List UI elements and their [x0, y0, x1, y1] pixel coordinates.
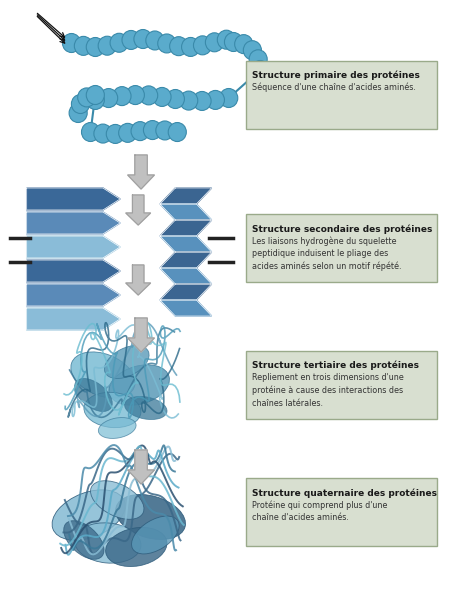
Circle shape	[251, 60, 269, 80]
Circle shape	[94, 124, 112, 143]
Circle shape	[100, 89, 118, 107]
Circle shape	[72, 95, 90, 113]
Circle shape	[168, 122, 186, 142]
Circle shape	[134, 30, 152, 48]
Circle shape	[219, 89, 238, 107]
Polygon shape	[160, 268, 211, 284]
FancyBboxPatch shape	[246, 61, 437, 129]
Text: Structure quaternaire des protéines: Structure quaternaire des protéines	[252, 488, 437, 497]
Ellipse shape	[91, 481, 144, 519]
Polygon shape	[27, 212, 120, 234]
Ellipse shape	[74, 379, 112, 411]
Polygon shape	[160, 188, 211, 204]
Circle shape	[156, 121, 174, 140]
Polygon shape	[27, 308, 120, 330]
Ellipse shape	[84, 393, 141, 428]
FancyBboxPatch shape	[246, 478, 437, 546]
Polygon shape	[27, 260, 120, 282]
Circle shape	[82, 122, 100, 142]
Polygon shape	[160, 220, 211, 236]
Circle shape	[243, 40, 262, 60]
Polygon shape	[160, 204, 211, 220]
Text: Repliement en trois dimensions d'une
protéine à cause des interactions des
chaîn: Repliement en trois dimensions d'une pro…	[252, 373, 403, 408]
Text: Structure primaire des protéines: Structure primaire des protéines	[252, 71, 419, 80]
Circle shape	[106, 124, 124, 144]
Circle shape	[206, 90, 225, 109]
Circle shape	[140, 86, 158, 105]
Circle shape	[235, 34, 253, 54]
Ellipse shape	[64, 520, 104, 560]
FancyBboxPatch shape	[246, 214, 437, 282]
Polygon shape	[128, 318, 155, 352]
Ellipse shape	[116, 494, 185, 540]
Circle shape	[166, 89, 184, 109]
Circle shape	[78, 88, 96, 107]
Circle shape	[193, 92, 211, 110]
Circle shape	[170, 37, 188, 55]
Polygon shape	[27, 236, 120, 258]
Ellipse shape	[125, 397, 167, 420]
Circle shape	[193, 36, 211, 55]
Ellipse shape	[106, 528, 167, 567]
Polygon shape	[126, 265, 151, 295]
Circle shape	[74, 36, 92, 55]
Polygon shape	[128, 450, 155, 484]
Circle shape	[86, 37, 104, 57]
Circle shape	[249, 50, 267, 69]
Circle shape	[158, 34, 176, 53]
Text: Séquence d'une chaîne d'acides aminés.: Séquence d'une chaîne d'acides aminés.	[252, 83, 416, 92]
Polygon shape	[128, 155, 155, 189]
Ellipse shape	[109, 365, 169, 405]
Circle shape	[146, 31, 164, 50]
Circle shape	[126, 86, 145, 104]
Circle shape	[122, 31, 140, 49]
Circle shape	[182, 37, 200, 57]
Circle shape	[69, 104, 87, 122]
Polygon shape	[160, 252, 211, 268]
Circle shape	[153, 87, 171, 107]
FancyBboxPatch shape	[246, 351, 437, 419]
Circle shape	[144, 121, 162, 139]
Circle shape	[118, 124, 137, 142]
Ellipse shape	[99, 417, 136, 438]
Text: Les liaisons hydrogène du squelette
peptidique induisent le pliage des
acides am: Les liaisons hydrogène du squelette pept…	[252, 236, 401, 271]
Circle shape	[225, 33, 243, 51]
Polygon shape	[126, 195, 151, 225]
Ellipse shape	[74, 523, 141, 563]
Circle shape	[113, 87, 131, 106]
Polygon shape	[27, 284, 120, 306]
Circle shape	[180, 91, 198, 110]
Polygon shape	[27, 188, 120, 210]
Polygon shape	[160, 284, 211, 300]
Circle shape	[86, 86, 104, 104]
Circle shape	[63, 34, 81, 52]
Circle shape	[110, 33, 128, 52]
Text: Structure tertiaire des protéines: Structure tertiaire des protéines	[252, 361, 419, 370]
Circle shape	[131, 122, 149, 140]
Circle shape	[217, 30, 236, 49]
Text: Protéine qui comprend plus d'une
chaîne d'acides aminés.: Protéine qui comprend plus d'une chaîne …	[252, 500, 387, 522]
Ellipse shape	[71, 352, 135, 398]
Ellipse shape	[132, 516, 179, 554]
Polygon shape	[160, 300, 211, 316]
Circle shape	[86, 90, 104, 110]
Text: Structure secondaire des protéines: Structure secondaire des protéines	[252, 224, 432, 233]
Polygon shape	[160, 236, 211, 252]
Circle shape	[205, 33, 224, 52]
Circle shape	[98, 36, 116, 55]
Ellipse shape	[52, 490, 125, 540]
Ellipse shape	[104, 346, 149, 379]
